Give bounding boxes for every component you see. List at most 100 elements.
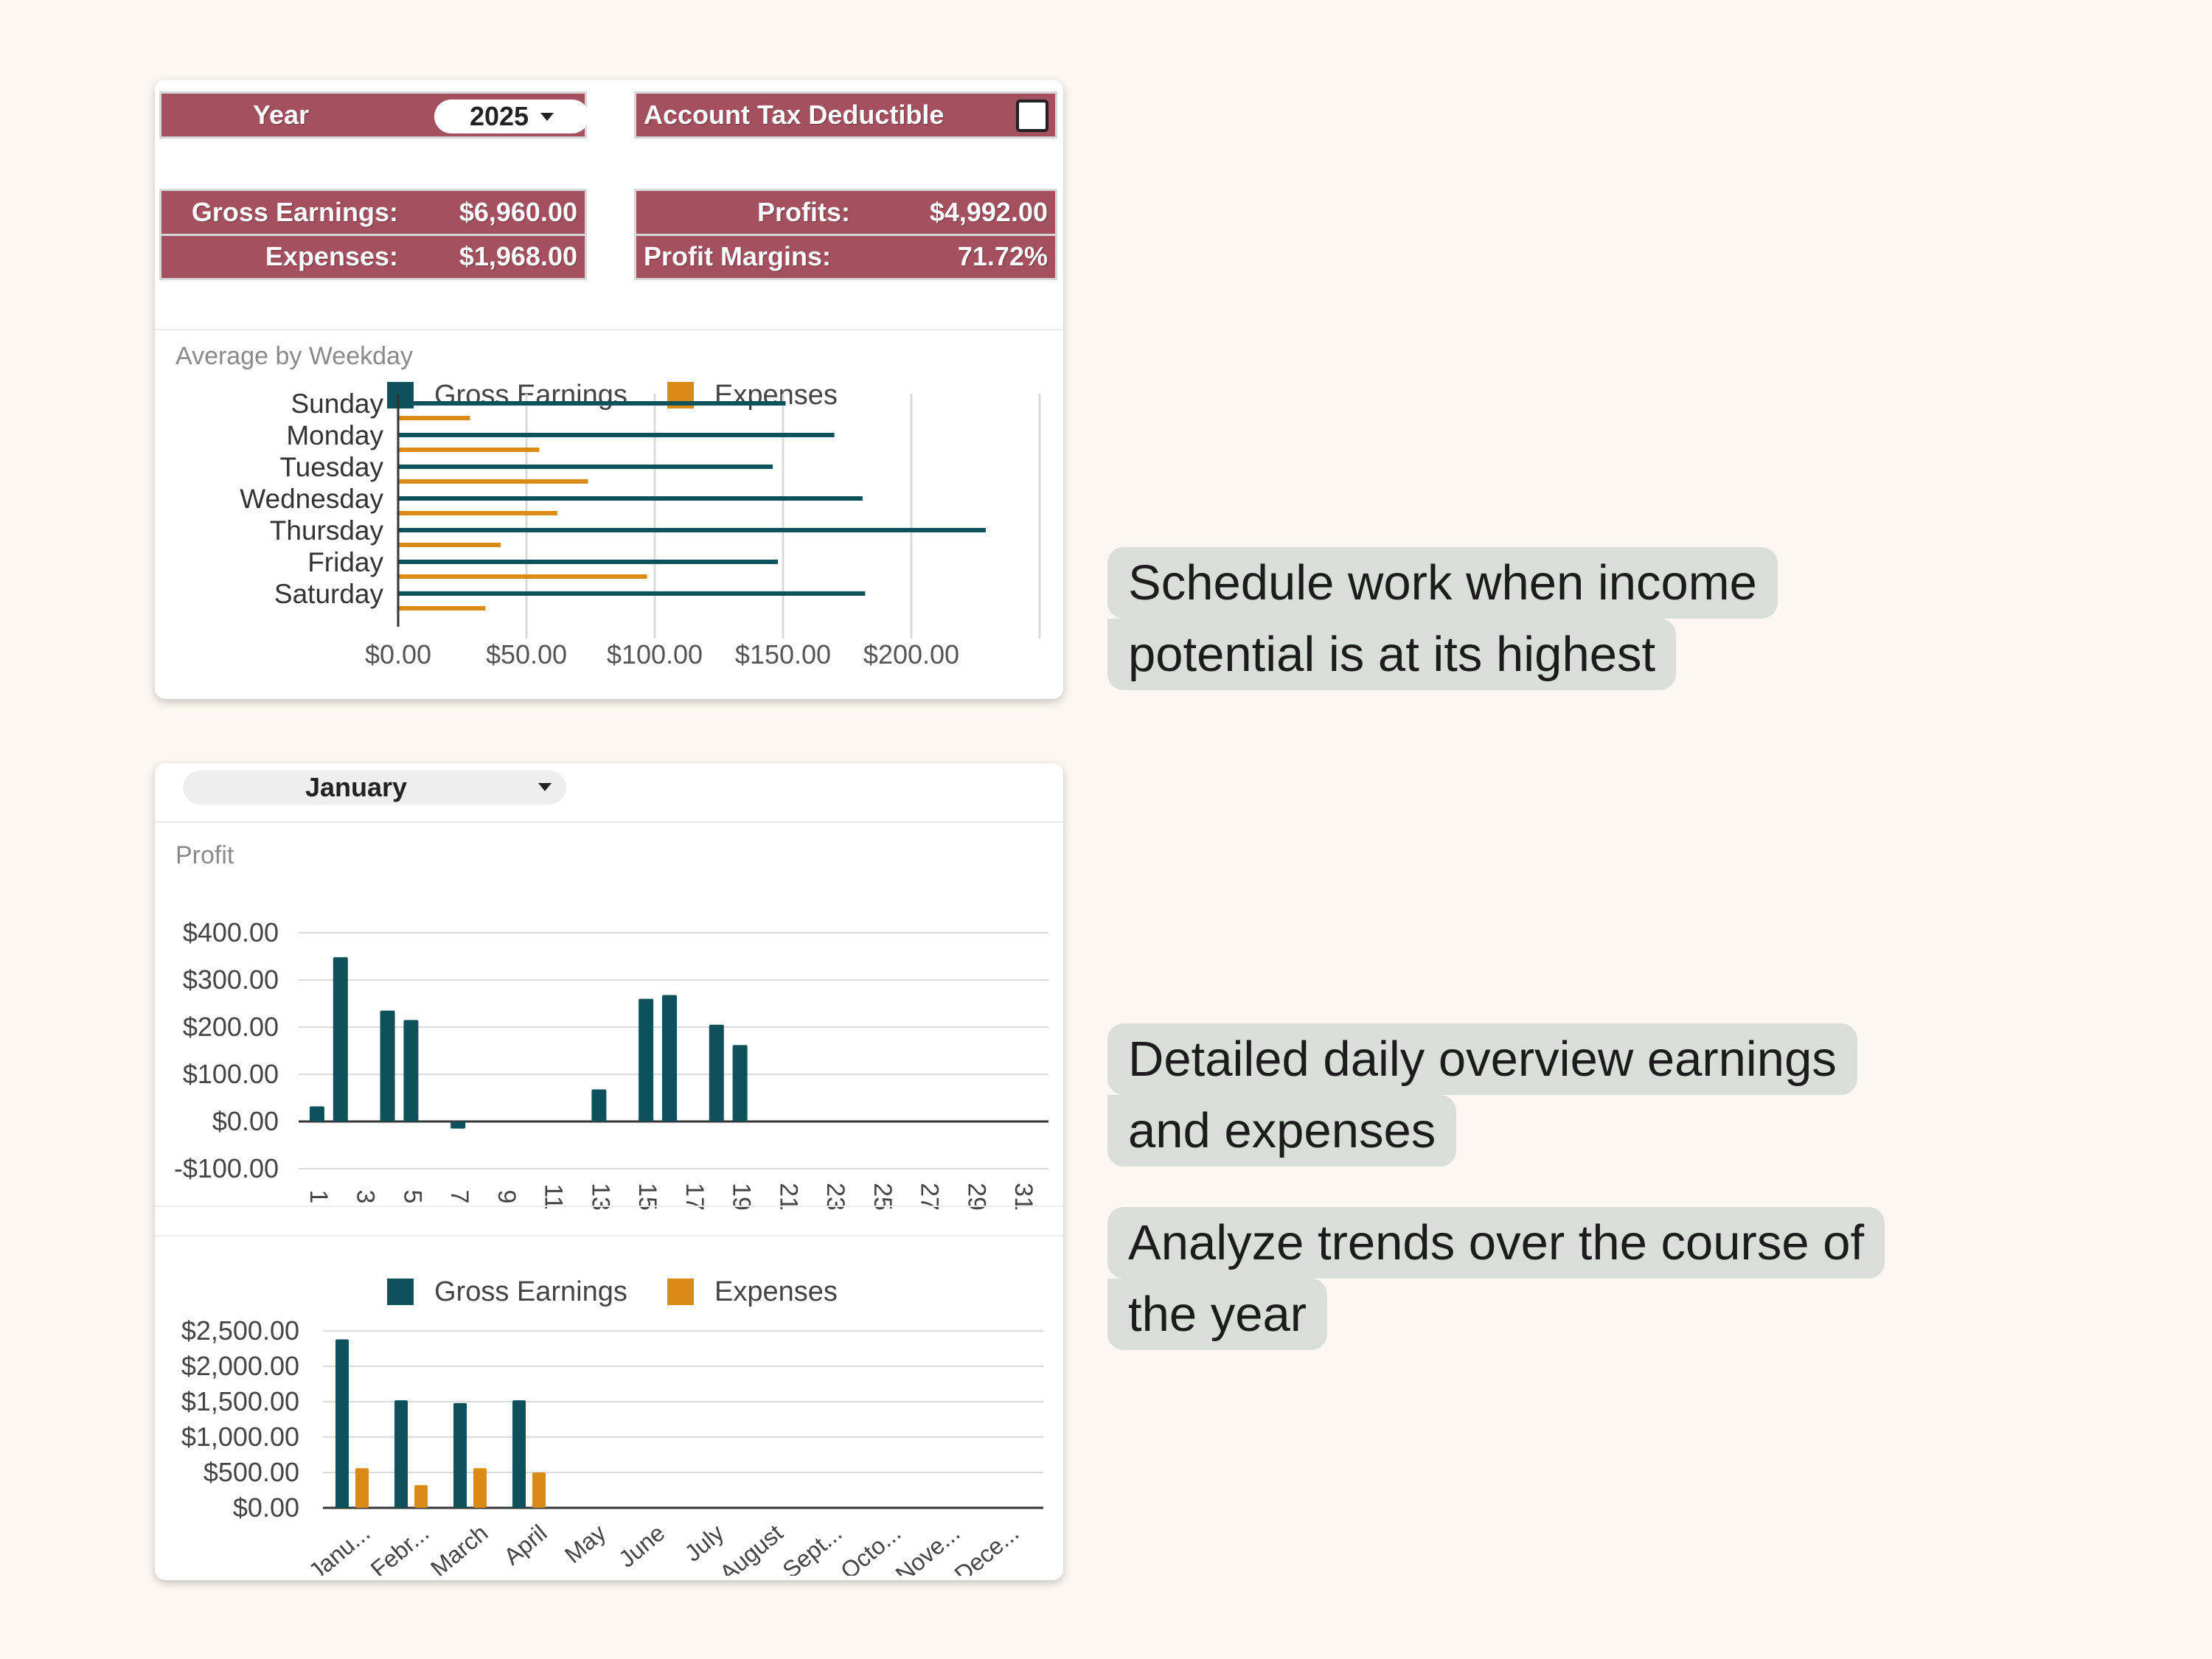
x-tick-label: $50.00: [486, 639, 567, 669]
chevron-down-icon: [538, 783, 552, 791]
gross-earnings-bar: [512, 1400, 526, 1508]
gross-earnings-bar: [394, 1400, 408, 1508]
tax-deductible-checkbox[interactable]: [1016, 100, 1048, 132]
chart-legend: Gross Earnings Expenses: [387, 1276, 838, 1307]
gross-earnings-bar: [453, 1402, 467, 1508]
detail-panel: January Profit $400.00 $300.00 $200.00 $100…: [155, 763, 1063, 1580]
x-tick-label: 7: [445, 1190, 473, 1204]
y-tick-label: $200.00: [183, 1012, 279, 1042]
y-tick-label: Tuesday: [279, 452, 383, 482]
legend-label: Gross Earnings: [434, 1276, 627, 1307]
weekday-chart: Gross Earnings Expenses $0.00 $50.00 $100.00…: [240, 380, 1041, 669]
profit-bar: [403, 1020, 419, 1121]
year-value: 2025: [469, 101, 529, 131]
gross-earnings-bar: [398, 401, 786, 406]
legend-swatch: [387, 1279, 414, 1305]
expenses-bar: [398, 448, 540, 452]
y-tick-label: $500.00: [204, 1457, 299, 1487]
profit-bar: [380, 1010, 395, 1121]
callout-daily: Detailed daily overview earnings and exp…: [1107, 1023, 1857, 1166]
x-tick-label: 3: [352, 1190, 380, 1204]
gross-earnings-bar: [398, 591, 866, 596]
x-tick-label: Dece...: [950, 1520, 1024, 1576]
x-tick-label: August: [714, 1519, 788, 1576]
expenses-bar: [398, 511, 557, 515]
x-tick-label: May: [560, 1520, 611, 1568]
expenses-bar: [398, 416, 470, 420]
callout-line: potential is at its highest: [1107, 619, 1677, 690]
callout-line: the year: [1107, 1279, 1328, 1350]
y-tick-label: Monday: [286, 420, 383, 451]
x-tick-label: 1: [305, 1190, 333, 1204]
expenses-bar: [414, 1485, 428, 1508]
y-tick-label: Friday: [307, 547, 383, 577]
gross-earnings-bar: [335, 1339, 349, 1508]
legend-label: Gross Earnings: [434, 380, 627, 411]
divider: [155, 821, 1063, 823]
x-tick-label: 9: [493, 1190, 521, 1204]
divider: [155, 329, 1063, 330]
profit-bar: [451, 1121, 466, 1129]
expenses-bar: [398, 479, 588, 484]
profit-chart-title: Profit: [175, 841, 234, 869]
y-tick-label: $0.00: [212, 1106, 279, 1136]
y-tick-label: Sunday: [291, 389, 384, 419]
callout-line: and expenses: [1107, 1095, 1457, 1166]
tax-deductible-label: Account Tax Deductible: [644, 100, 945, 130]
legend-label: Expenses: [714, 380, 838, 411]
month-value: January: [305, 772, 408, 802]
x-tick-label: Febr...: [366, 1520, 434, 1576]
monthly-chart: Gross Earnings Expenses $2,500.00 $2,000.00…: [181, 1276, 1043, 1576]
callout-line: Analyze trends over the course of: [1107, 1207, 1885, 1279]
profit-bar: [709, 1024, 724, 1121]
gross-earnings-bar: [398, 465, 773, 469]
callout-weekday: Schedule work when income potential is a…: [1107, 547, 1778, 690]
y-tick-label: $300.00: [183, 964, 279, 995]
x-tick-label: Janu...: [304, 1520, 375, 1576]
divider: [155, 1206, 1063, 1207]
callout-line: Detailed daily overview earnings: [1107, 1023, 1857, 1095]
y-tick-label: -$100.00: [174, 1153, 279, 1183]
chevron-down-icon: [540, 112, 554, 121]
weekday-chart-title: Average by Weekday: [175, 342, 413, 370]
y-tick-label: $400.00: [183, 917, 279, 947]
daily-profit-chart: $400.00 $300.00 $200.00 $100.00 $0.00 -$100.0…: [174, 917, 1048, 1211]
row-divider: [636, 234, 1055, 236]
year-dropdown[interactable]: 2025: [434, 100, 589, 133]
y-tick-label: $2,500.00: [181, 1315, 299, 1346]
profit-bar: [309, 1106, 324, 1121]
profit-bar: [591, 1089, 607, 1121]
chart-legend: Gross Earnings Expenses: [387, 380, 838, 411]
x-tick-label: $0.00: [365, 639, 431, 669]
profit-margins-value: 71.72%: [957, 241, 1048, 271]
x-tick-label: 11: [540, 1183, 568, 1209]
gross-earnings-value: $6,960.00: [459, 197, 577, 227]
summary-panel: Year 2025 Account Tax Deductible Gross E…: [155, 80, 1063, 699]
expenses-bar: [355, 1468, 369, 1508]
x-tick-label: $200.00: [863, 639, 959, 669]
legend-label: Expenses: [714, 1276, 838, 1307]
x-tick-label: Sept...: [777, 1520, 846, 1576]
gross-earnings-bar: [398, 496, 863, 501]
callout-line: Schedule work when income: [1107, 547, 1778, 619]
expenses-bar: [532, 1472, 546, 1508]
x-tick-label: 5: [398, 1190, 426, 1204]
profit-bar: [333, 957, 348, 1121]
year-label: Year: [253, 100, 310, 130]
expenses-bar: [398, 574, 647, 579]
x-tick-label: $100.00: [607, 639, 703, 669]
y-tick-label: Wednesday: [240, 484, 383, 514]
earnings-box: Gross Earnings: $6,960.00 Expenses: $1,9…: [159, 189, 587, 280]
gross-earnings-label: Gross Earnings:: [191, 197, 398, 227]
y-tick-label: Saturday: [274, 579, 384, 609]
y-tick-label: $1,500.00: [181, 1386, 299, 1416]
profit-bar: [639, 998, 654, 1121]
month-dropdown[interactable]: January: [183, 771, 566, 804]
x-tick-label: June: [613, 1520, 669, 1573]
profit-bar: [732, 1045, 748, 1121]
tax-deductible-box: Account Tax Deductible: [634, 91, 1057, 139]
y-tick-label: $2,000.00: [181, 1351, 299, 1381]
expenses-bar: [398, 606, 486, 611]
profits-box: Profits: $4,992.00 Profit Margins: 71.72…: [634, 189, 1057, 280]
gross-earnings-bar: [398, 560, 779, 564]
